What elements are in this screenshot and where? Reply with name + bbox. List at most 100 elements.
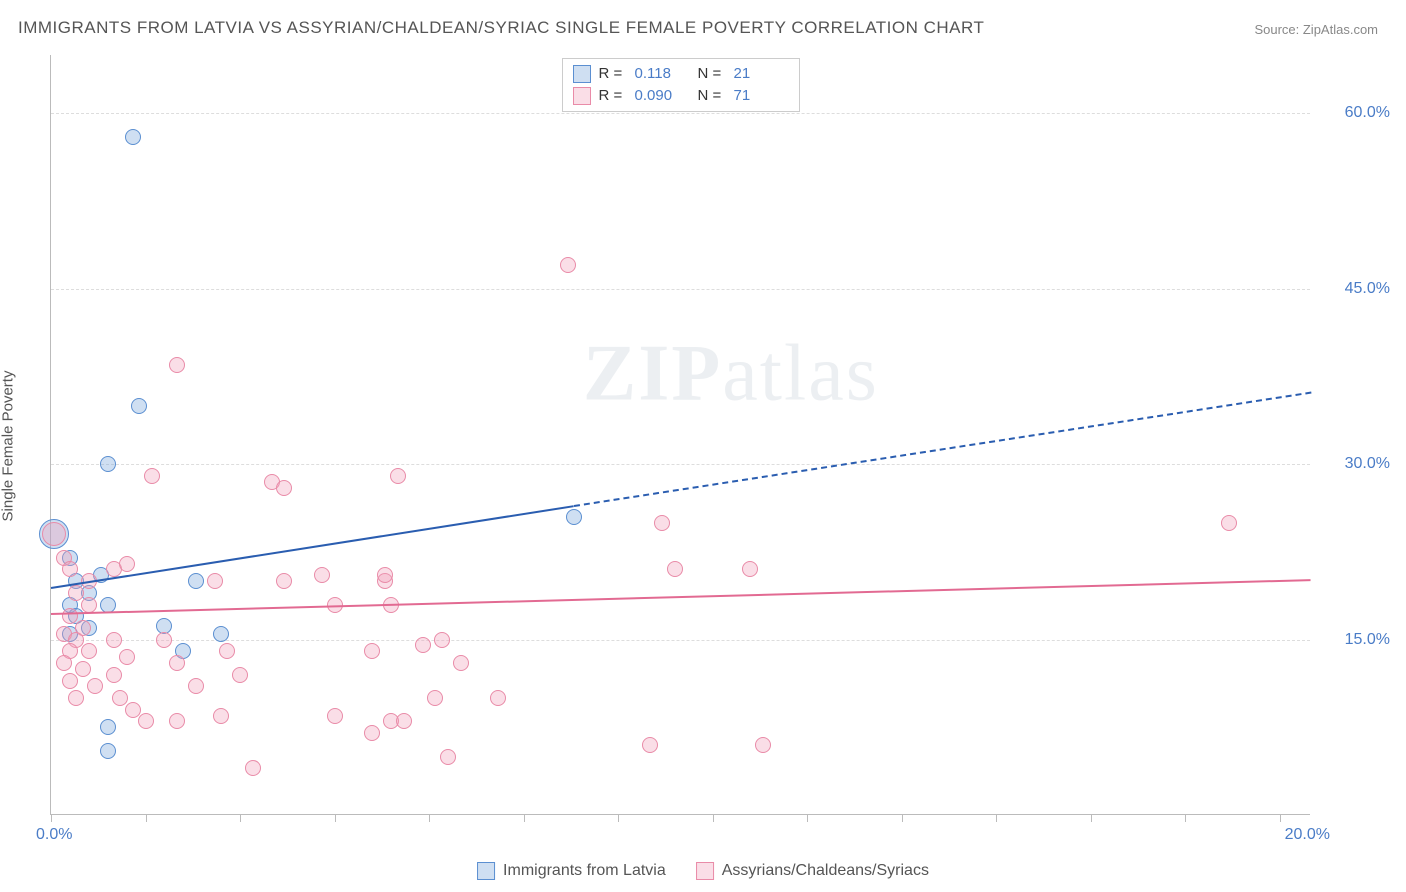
scatter-point — [169, 713, 185, 729]
scatter-point — [490, 690, 506, 706]
source-label: Source: ZipAtlas.com — [1254, 22, 1378, 37]
scatter-point — [100, 743, 116, 759]
scatter-point — [62, 673, 78, 689]
legend-r-value-0: 0.118 — [635, 63, 690, 85]
trend-line — [51, 505, 574, 589]
legend-r-label: R = — [599, 63, 627, 85]
scatter-point — [642, 737, 658, 753]
x-tick — [618, 814, 619, 822]
scatter-point — [213, 626, 229, 642]
scatter-point — [138, 713, 154, 729]
scatter-point — [100, 597, 116, 613]
scatter-point — [100, 719, 116, 735]
scatter-point — [87, 678, 103, 694]
legend-swatch-series-1 — [696, 862, 714, 880]
scatter-point — [106, 667, 122, 683]
chart-title: IMMIGRANTS FROM LATVIA VS ASSYRIAN/CHALD… — [18, 18, 984, 38]
legend-n-value-1: 71 — [734, 85, 789, 107]
x-tick-max: 20.0% — [1285, 826, 1330, 844]
x-tick — [713, 814, 714, 822]
trend-line-extrapolated — [574, 392, 1311, 507]
scatter-point — [106, 632, 122, 648]
scatter-point — [169, 655, 185, 671]
scatter-point — [667, 561, 683, 577]
plot-area: ZIPatlas R = 0.118 N = 21 R = 0.090 N = … — [50, 55, 1310, 815]
scatter-point — [119, 649, 135, 665]
scatter-point — [131, 398, 147, 414]
legend-r-value-1: 0.090 — [635, 85, 690, 107]
watermark: ZIPatlas — [583, 328, 879, 419]
legend-item-series-0: Immigrants from Latvia — [477, 862, 666, 880]
scatter-point — [415, 637, 431, 653]
scatter-point — [1221, 515, 1237, 531]
x-tick — [240, 814, 241, 822]
scatter-point — [207, 573, 223, 589]
scatter-point — [56, 655, 72, 671]
scatter-point — [119, 556, 135, 572]
scatter-point — [68, 690, 84, 706]
scatter-point — [427, 690, 443, 706]
scatter-point — [232, 667, 248, 683]
scatter-point — [144, 468, 160, 484]
x-tick — [1280, 814, 1281, 822]
y-axis-label: Single Female Poverty — [0, 371, 17, 522]
x-tick — [902, 814, 903, 822]
scatter-point — [81, 643, 97, 659]
scatter-point — [755, 737, 771, 753]
legend-label-series-1: Assyrians/Chaldeans/Syriacs — [722, 862, 929, 880]
scatter-point — [100, 456, 116, 472]
watermark-bold: ZIP — [583, 329, 722, 417]
scatter-point — [560, 257, 576, 273]
correlation-legend: R = 0.118 N = 21 R = 0.090 N = 71 — [562, 58, 800, 112]
scatter-point — [566, 509, 582, 525]
x-tick — [1091, 814, 1092, 822]
gridline-h — [51, 464, 1310, 465]
x-tick-min: 0.0% — [36, 826, 72, 844]
x-tick — [807, 814, 808, 822]
scatter-point — [434, 632, 450, 648]
scatter-point — [453, 655, 469, 671]
y-tick-label: 60.0% — [1320, 104, 1390, 122]
scatter-point — [81, 597, 97, 613]
scatter-point — [396, 713, 412, 729]
y-tick-label: 45.0% — [1320, 280, 1390, 298]
legend-r-label: R = — [599, 85, 627, 107]
scatter-point — [156, 632, 172, 648]
scatter-point — [125, 129, 141, 145]
x-tick — [335, 814, 336, 822]
scatter-point — [654, 515, 670, 531]
legend-swatch-series-0 — [477, 862, 495, 880]
legend-item-series-1: Assyrians/Chaldeans/Syriacs — [696, 862, 929, 880]
gridline-h — [51, 640, 1310, 641]
y-tick-label: 15.0% — [1320, 631, 1390, 649]
scatter-point — [213, 708, 229, 724]
scatter-point — [169, 357, 185, 373]
scatter-point — [188, 678, 204, 694]
legend-swatch-series-1 — [573, 87, 591, 105]
scatter-point — [314, 567, 330, 583]
scatter-point — [742, 561, 758, 577]
y-tick-label: 30.0% — [1320, 455, 1390, 473]
scatter-point — [188, 573, 204, 589]
gridline-h — [51, 113, 1310, 114]
x-tick — [1185, 814, 1186, 822]
x-tick — [51, 814, 52, 822]
x-tick — [996, 814, 997, 822]
legend-row-series-1: R = 0.090 N = 71 — [573, 85, 789, 107]
trend-line — [51, 579, 1311, 615]
scatter-point — [276, 480, 292, 496]
x-tick — [146, 814, 147, 822]
scatter-point — [62, 561, 78, 577]
scatter-point — [219, 643, 235, 659]
legend-row-series-0: R = 0.118 N = 21 — [573, 63, 789, 85]
scatter-point — [364, 725, 380, 741]
x-tick — [429, 814, 430, 822]
scatter-point — [390, 468, 406, 484]
scatter-point — [276, 573, 292, 589]
legend-n-label: N = — [698, 63, 726, 85]
gridline-h — [51, 289, 1310, 290]
x-tick — [524, 814, 525, 822]
scatter-point — [440, 749, 456, 765]
scatter-point — [245, 760, 261, 776]
legend-label-series-0: Immigrants from Latvia — [503, 862, 666, 880]
